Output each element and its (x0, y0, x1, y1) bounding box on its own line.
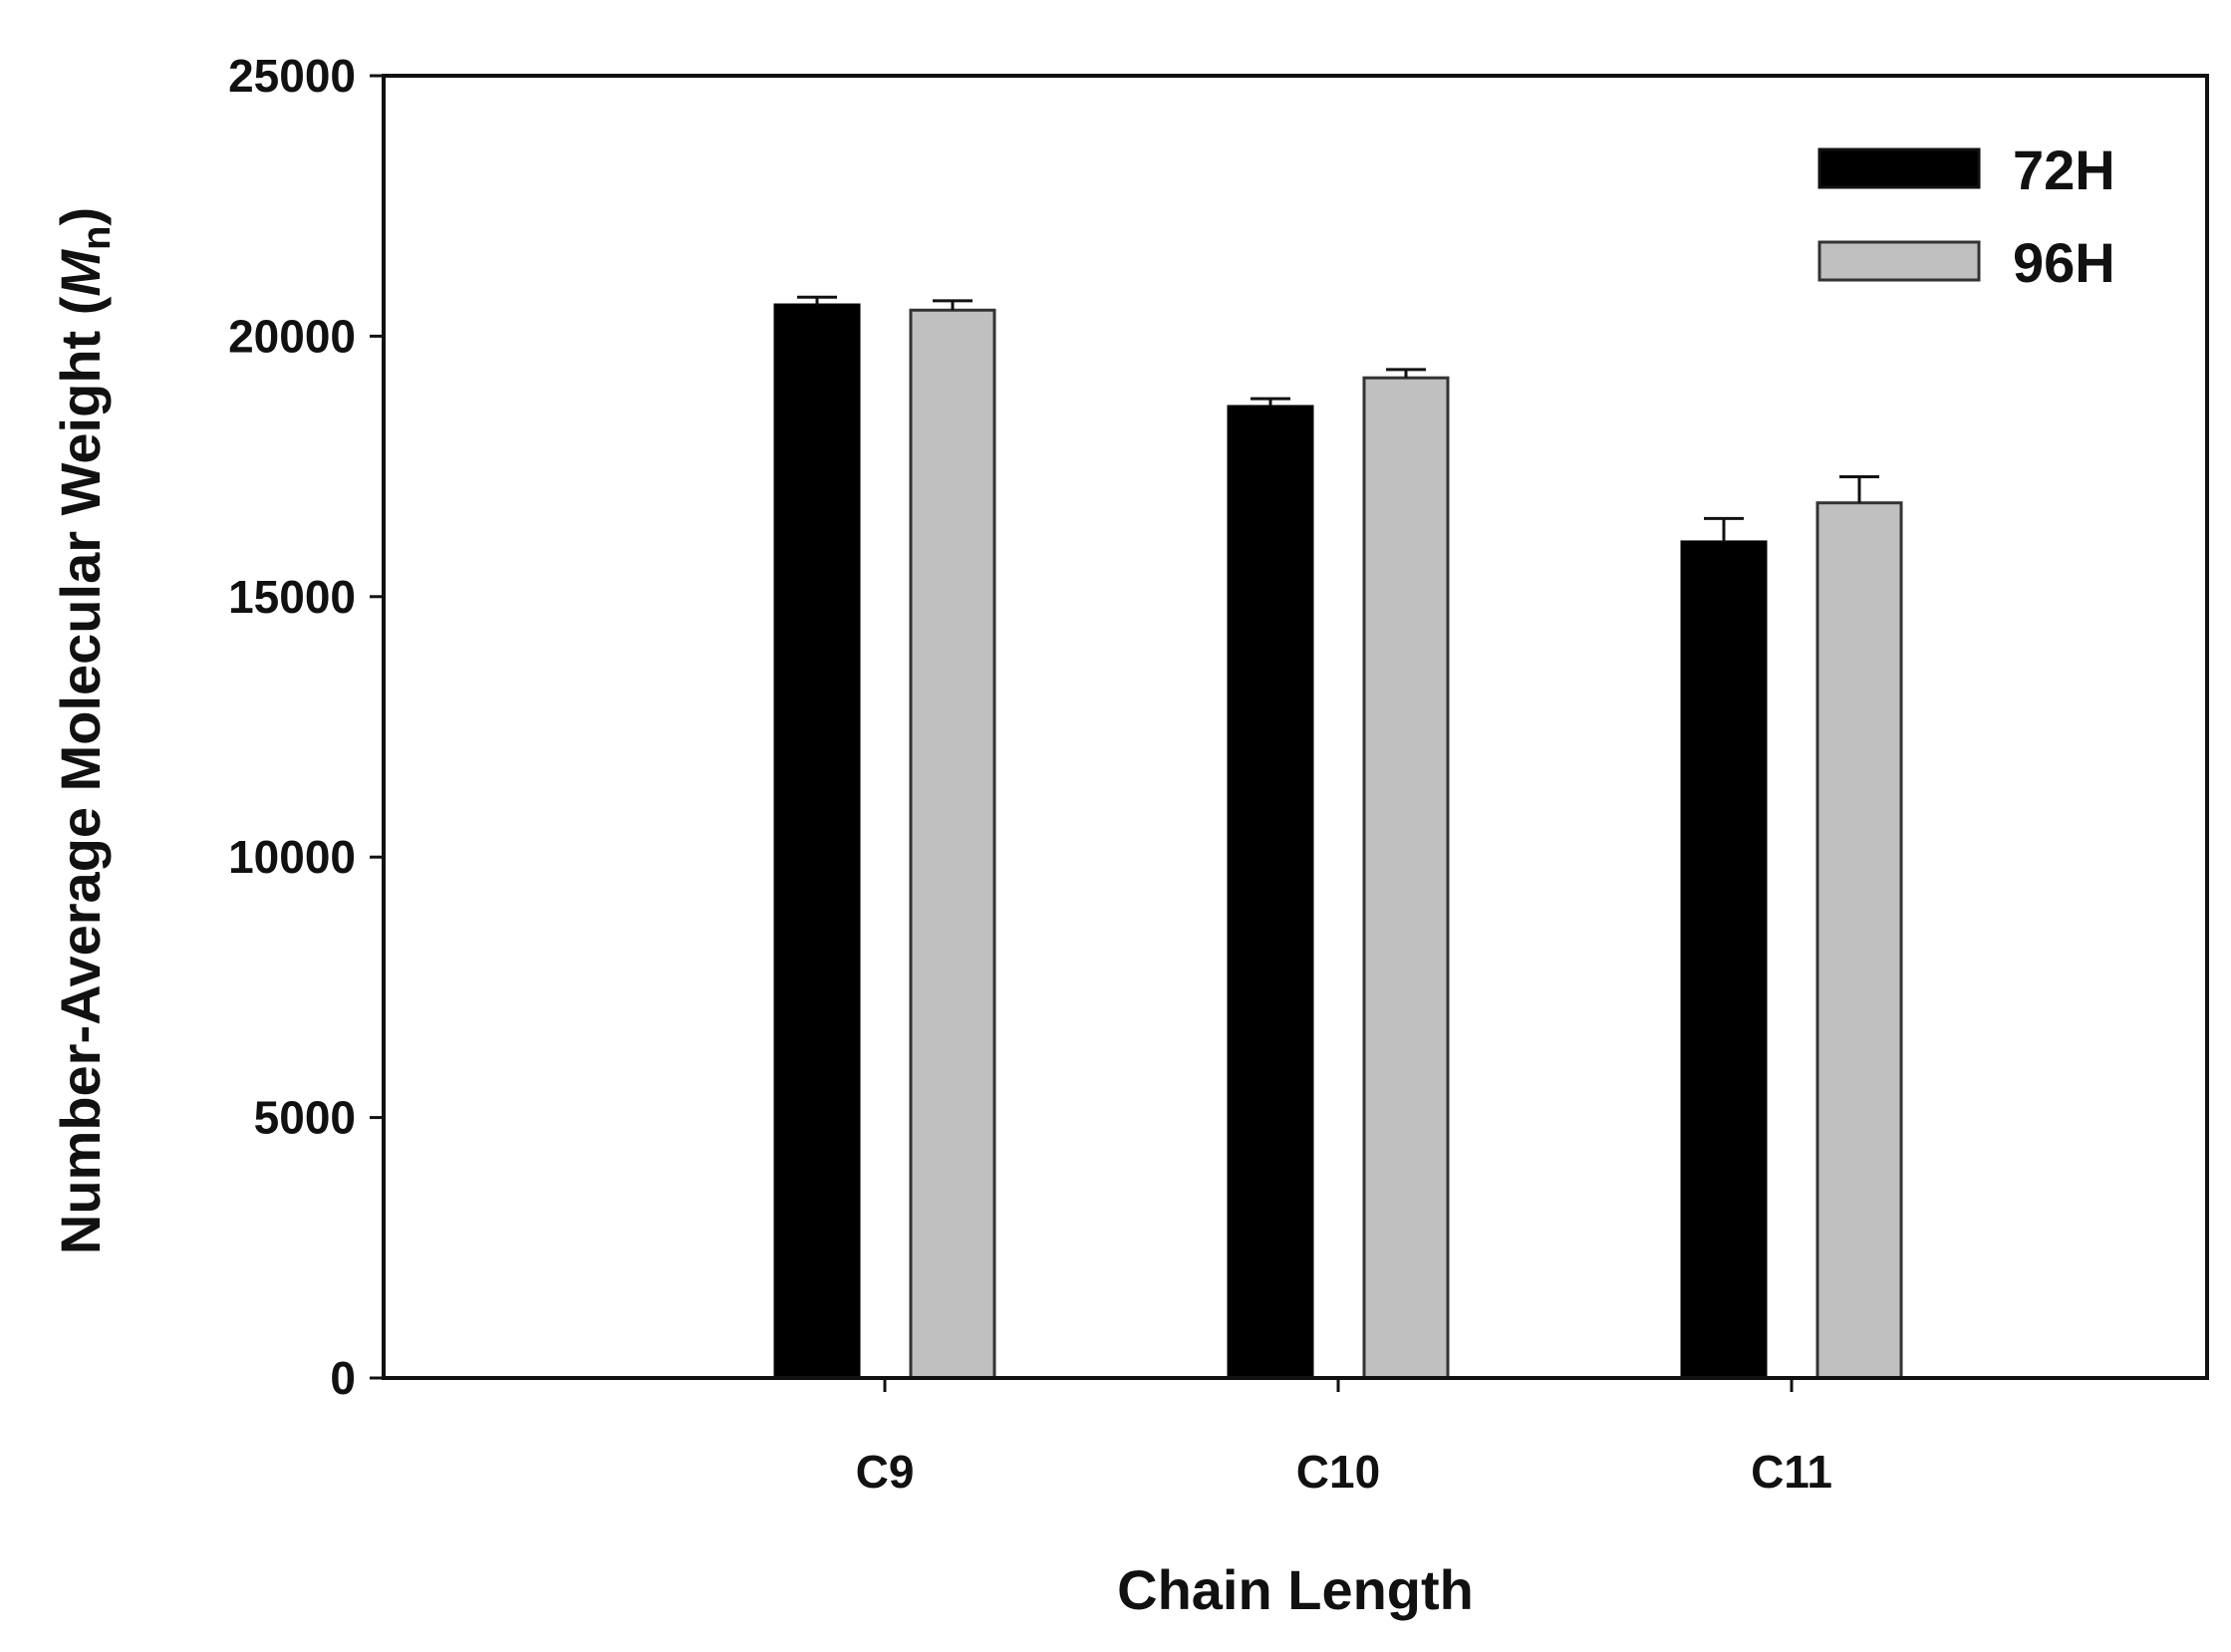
legend: 72H 96H (1817, 138, 2115, 294)
bar (1362, 376, 1450, 1380)
bar (1227, 405, 1314, 1380)
y-axis-title-symbol: M (49, 249, 112, 297)
y-axis: 0 5000 10000 15000 20000 25000 (228, 50, 384, 1404)
error-bars-layer (797, 295, 1879, 542)
y-tick-label: 0 (330, 1352, 356, 1404)
y-axis-title-close: ) (49, 207, 112, 226)
bar (773, 303, 861, 1380)
legend-label-96h: 96H (2013, 231, 2115, 294)
x-tick-label: C10 (1296, 1446, 1380, 1498)
legend-swatch-72h (1817, 147, 1981, 189)
legend-label-72h: 72H (2013, 138, 2115, 201)
y-tick-label: 5000 (254, 1092, 356, 1144)
y-tick-label: 10000 (228, 831, 356, 883)
y-tick-label: 20000 (228, 310, 356, 362)
bar (1680, 540, 1768, 1380)
x-tick-label: C9 (856, 1446, 915, 1498)
bars-layer (773, 303, 1903, 1380)
y-axis-title-text: Number-Average Molecular Weight ( (49, 296, 112, 1254)
x-axis-title: Chain Length (1117, 1558, 1474, 1621)
bar (1815, 501, 1903, 1380)
legend-swatch-96h (1817, 240, 1981, 282)
x-axis: C9 C10 C11 (856, 1378, 1832, 1498)
bar (909, 308, 996, 1380)
y-axis-title: Number-Average Molecular Weight (Mn) (49, 207, 119, 1254)
y-tick-label: 15000 (228, 571, 356, 623)
y-axis-title-subscript: n (75, 226, 119, 250)
plot-frame (382, 74, 2209, 1380)
y-tick-label: 25000 (228, 50, 356, 102)
x-tick-label: C11 (1751, 1446, 1832, 1498)
